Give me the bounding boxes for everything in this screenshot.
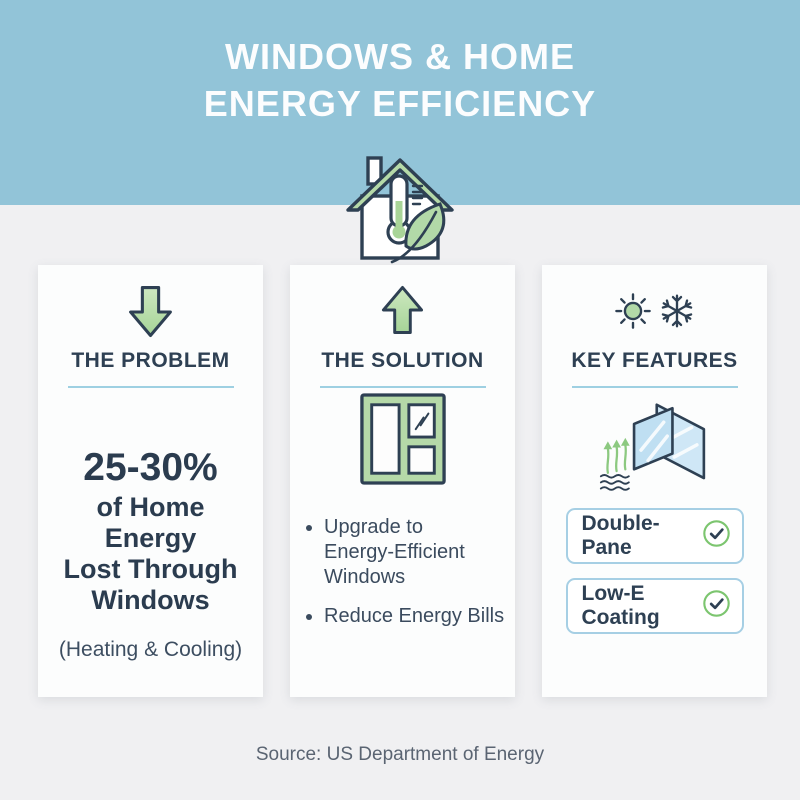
heading-underline	[571, 386, 738, 388]
stat-text-line: Energy	[104, 523, 197, 553]
feature-label: Double-Pane	[581, 512, 660, 559]
arrow-up-icon	[379, 284, 426, 342]
page-title-line-1: WINDOWS & HOME	[225, 36, 575, 77]
stat-text-line: of Home	[96, 492, 205, 522]
page-title-line-2: ENERGY EFFICIENCY	[203, 83, 597, 124]
heading-underline	[67, 386, 234, 388]
card-problem: THE PROBLEM 25-30% of Home Energy Lost T…	[38, 265, 263, 697]
check-circle-icon	[702, 519, 731, 553]
check-circle-icon	[702, 589, 731, 623]
snowflake-icon	[659, 292, 695, 335]
card-solution: THE SOLUTION Upgrade to Energy-Ef	[290, 265, 515, 697]
heading-underline	[319, 386, 486, 388]
bullet-item: Reduce Energy Bills	[324, 604, 504, 629]
feature-box-low-e-coating: Low-E Coating	[565, 578, 744, 634]
card-features-heading: KEY FEATURES	[571, 349, 738, 372]
stat-value: 25-30%	[83, 446, 218, 489]
card-problem-heading: THE PROBLEM	[71, 349, 230, 372]
bullet-item: Upgrade to Energy-Efficient Windows	[324, 515, 504, 590]
source-attribution: Source: US Department of Energy	[0, 744, 800, 766]
source-text: Source: US Department of Energy	[255, 744, 545, 765]
insulated-glass-panes-icon	[589, 396, 721, 497]
window-frame-icon	[359, 392, 447, 491]
stat-text: of Home Energy Lost Through Windows	[64, 492, 238, 616]
stat-text-line: Lost Through	[63, 554, 238, 584]
sun-icon	[614, 291, 652, 336]
feature-label: Low-E Coating	[581, 582, 660, 629]
page-title: WINDOWS & HOME ENERGY EFFICIENCY	[0, 0, 800, 127]
house-thermometer-leaf-icon	[342, 146, 458, 266]
climate-icons	[614, 284, 695, 342]
arrow-down-icon	[127, 284, 174, 342]
card-solution-heading: THE SOLUTION	[321, 349, 484, 372]
feature-box-double-pane: Double-Pane	[565, 508, 744, 564]
stat-text-line: Windows	[91, 585, 210, 615]
cards-row: THE PROBLEM 25-30% of Home Energy Lost T…	[38, 265, 767, 697]
card-features: KEY FEATURES	[542, 265, 767, 697]
solution-bullet-list: Upgrade to Energy-Efficient Windows Redu…	[290, 515, 508, 643]
stat-subtext: (Heating & Cooling)	[58, 638, 243, 661]
